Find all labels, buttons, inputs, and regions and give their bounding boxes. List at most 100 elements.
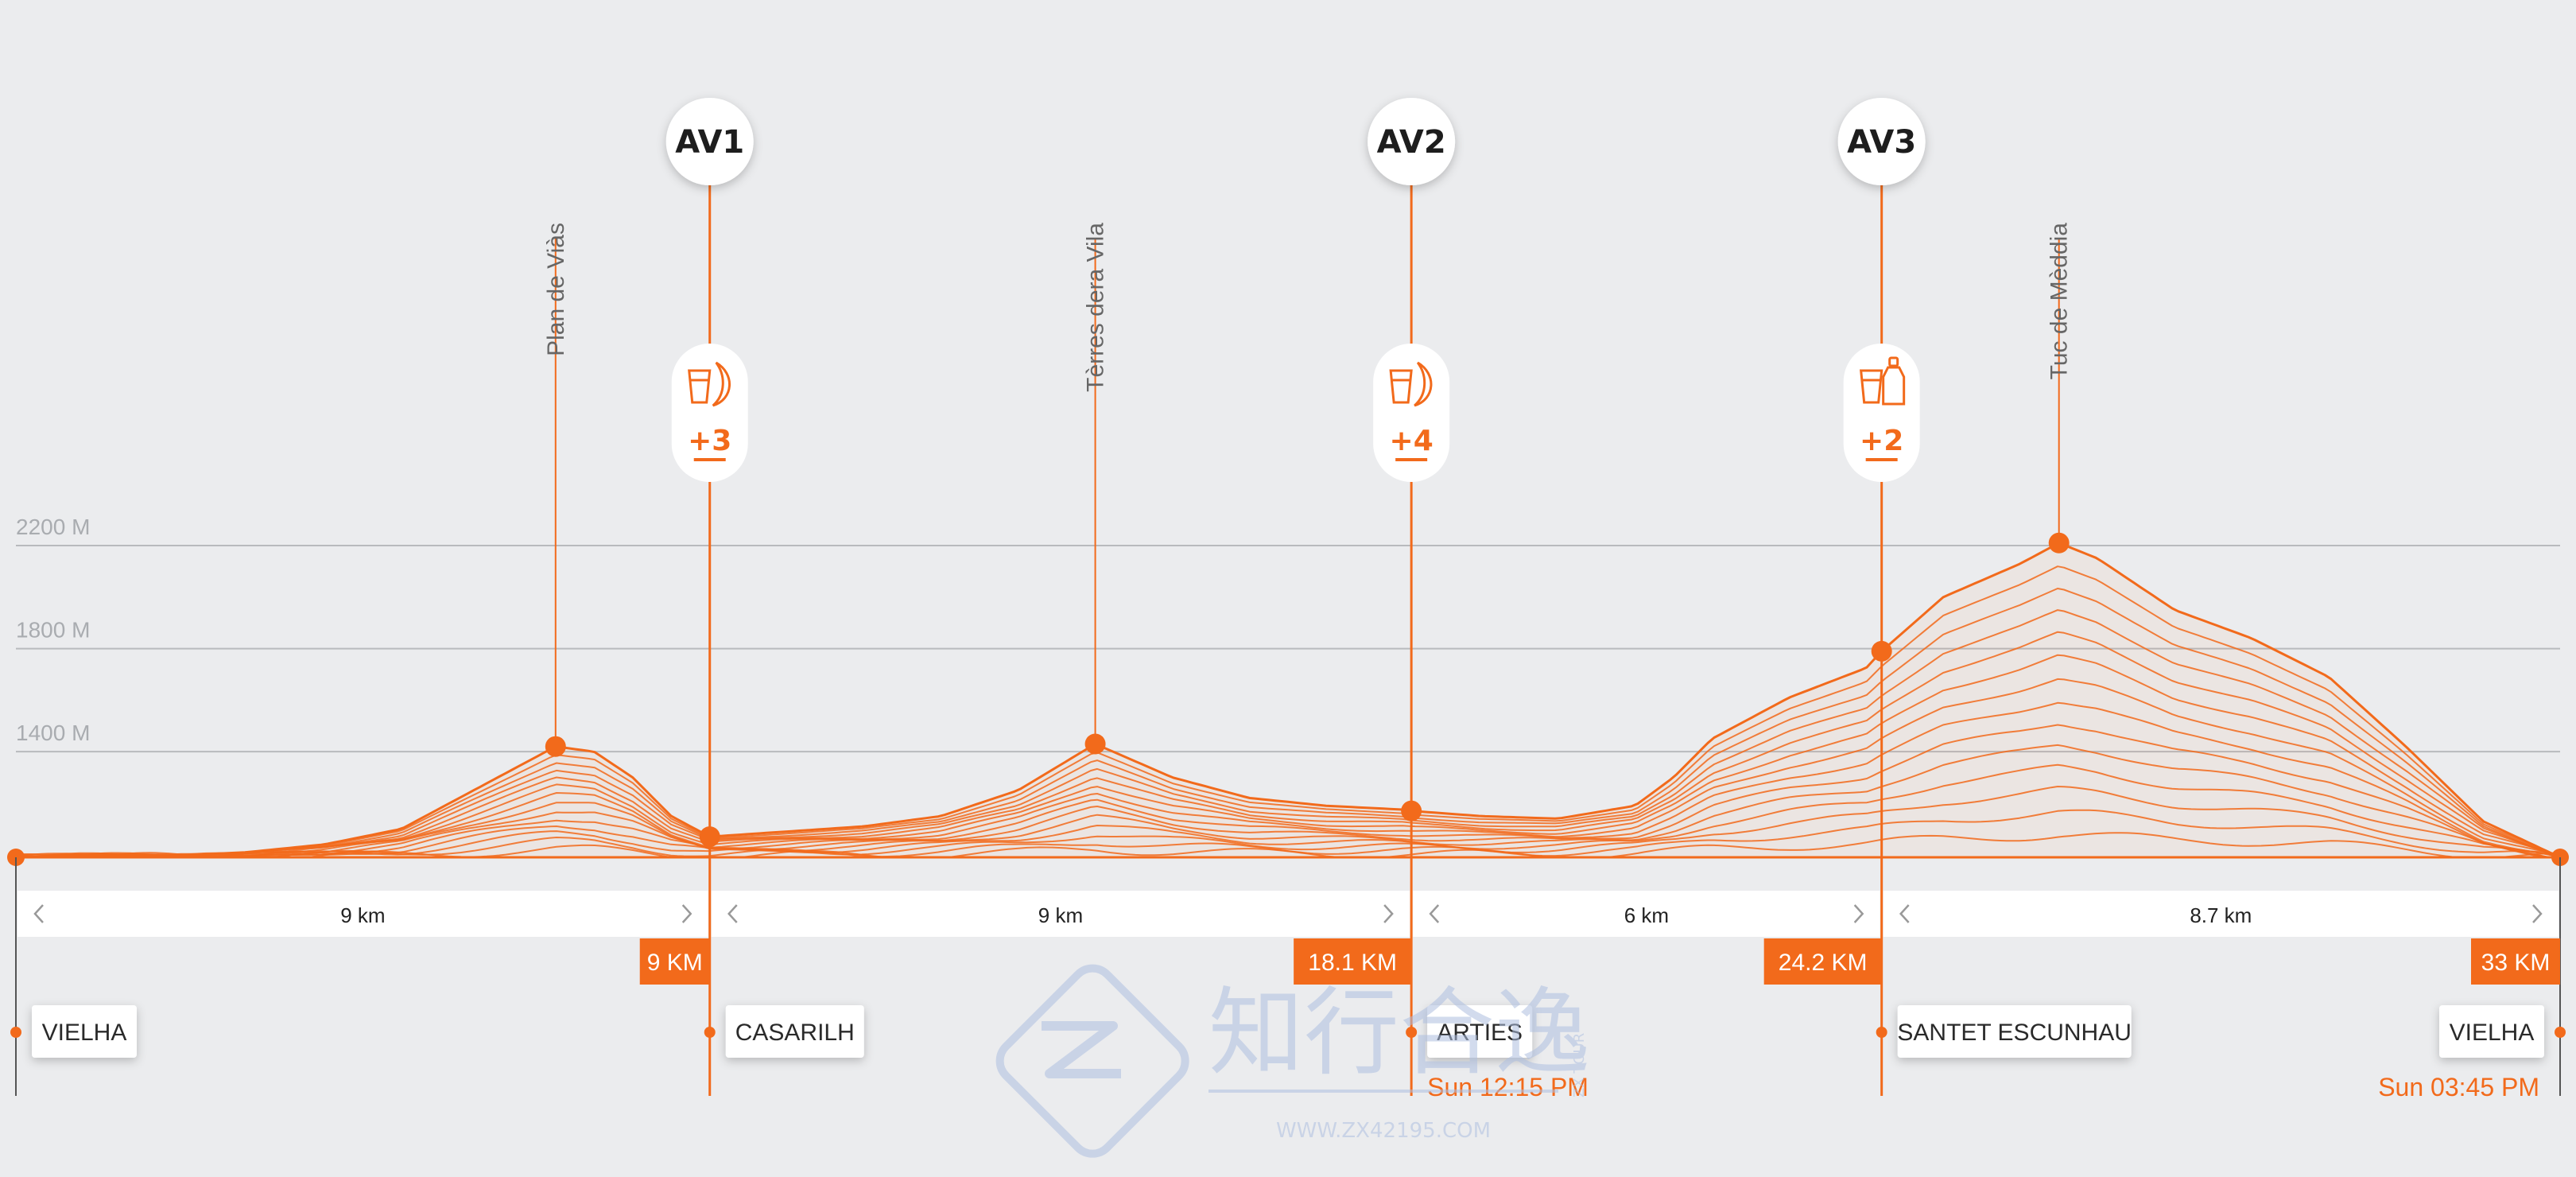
banana-icon (1414, 361, 1433, 407)
segment-bg (1413, 891, 1880, 937)
peak-label: Tuc de Mèddia (2046, 223, 2073, 380)
segment[interactable]: 6 km (1413, 891, 1880, 937)
location-marker (1406, 1027, 1418, 1038)
location-time: Sun 12:15 PM (1427, 1073, 1589, 1101)
aid-station-point (699, 826, 720, 848)
segment-bg (1883, 891, 2559, 937)
y-tick-label: 2200 M (16, 515, 90, 539)
supply-count: +4 (1390, 425, 1433, 457)
chevron-left-icon[interactable] (1899, 904, 1910, 923)
supply-count: +2 (1860, 425, 1903, 457)
supply-pill: +4 (1373, 344, 1450, 482)
segment-distance: 9 km (1038, 903, 1083, 927)
chevron-left-icon[interactable] (33, 904, 44, 923)
cup-icon (1860, 369, 1884, 404)
location-label: VIELHA (42, 1020, 127, 1046)
watermark: 知行合逸 WWW.ZX42195.COM ZX TOUR (995, 964, 1590, 1158)
contour-line (15, 609, 2561, 858)
aid-station-badge[interactable]: AV2 (1368, 98, 1456, 185)
contour-line (15, 565, 2561, 858)
cup-icon (1389, 369, 1413, 404)
chevron-left-icon[interactable] (727, 904, 738, 923)
peak-point (1084, 733, 1106, 755)
contour-line (15, 744, 2560, 858)
segment-distance: 6 km (1624, 903, 1669, 927)
location-marker (704, 1027, 716, 1038)
y-tick-label: 1800 M (16, 618, 90, 643)
location-label: VIELHA (2450, 1020, 2535, 1046)
aid-station-badge[interactable]: AV3 (1837, 98, 1926, 185)
aid-station-badge[interactable]: AV1 (665, 98, 754, 185)
contour-line (16, 809, 2561, 858)
chevron-right-icon[interactable] (1853, 904, 1864, 923)
location-label: CASARILH (735, 1020, 855, 1046)
segment[interactable]: 9 km (17, 891, 708, 937)
chevron-right-icon[interactable] (2532, 904, 2543, 923)
chevron-right-icon[interactable] (1383, 904, 1394, 923)
watermark-tag: ZX TOUR (1571, 1033, 1588, 1097)
series-line (15, 542, 2561, 859)
location-tag[interactable]: SANTET ESCUNHAU (1897, 1005, 2132, 1058)
distance-badge: 24.2 KM (1763, 938, 1882, 985)
location-tag-bg (1427, 1005, 1533, 1058)
distance-badge-label: 24.2 KM (1779, 950, 1868, 976)
contour-line (16, 701, 2561, 858)
aid-station-label: AV2 (1377, 124, 1446, 161)
location-time: Sun 03:45 PM (2378, 1073, 2539, 1101)
location-label: SANTET ESCUNHAU (1897, 1020, 2132, 1046)
supply-underline (693, 458, 726, 461)
segment[interactable]: 9 km (711, 891, 1410, 937)
distance-badge: 33 KM (2471, 938, 2560, 985)
profile-area (16, 543, 2560, 857)
contour-line (15, 763, 2560, 858)
distance-badge: 9 KM (639, 938, 710, 985)
location-tag-bg (1897, 1005, 2132, 1058)
location-marker (2555, 1027, 2566, 1038)
contour-line (16, 654, 2561, 858)
location-tag-bg (725, 1005, 864, 1058)
contour-line (15, 588, 2561, 858)
location-tag[interactable]: VIELHA (32, 1005, 137, 1058)
banana-icon (712, 361, 731, 407)
aid-station-circle (1837, 98, 1926, 185)
supply-pill: +3 (671, 344, 748, 482)
supply-underline (1395, 458, 1428, 461)
peak-point (2048, 532, 2070, 554)
supply-count: +3 (688, 425, 731, 457)
distance-badge-bg (1763, 938, 1882, 985)
location-tag[interactable]: CASARILH (725, 1005, 864, 1058)
watermark-logo-icon (995, 964, 1189, 1158)
segment-distance: 8.7 km (2190, 903, 2252, 927)
contour-line (16, 678, 2561, 858)
distance-badge-label: 18.1 KM (1308, 950, 1397, 976)
chevron-left-icon[interactable] (1429, 904, 1440, 923)
distance-badge-bg (2471, 938, 2560, 985)
distance-badge: 18.1 KM (1294, 938, 1412, 985)
location-tag-bg (32, 1005, 137, 1058)
peak-label: Tèrres dera Vila (1083, 223, 1109, 392)
watermark-site: WWW.ZX42195.COM (1276, 1119, 1491, 1143)
watermark-mark-icon (1042, 1021, 1121, 1078)
segment-bg (711, 891, 1410, 937)
contour-line (15, 724, 2560, 858)
bottle-icon (1882, 356, 1906, 406)
watermark-brand: 知行合逸 (1208, 978, 1590, 1089)
supply-underline (1865, 458, 1898, 461)
supply-pill: +2 (1843, 344, 1920, 482)
cup-icon (688, 369, 712, 404)
aid-station-label: AV1 (675, 124, 744, 161)
contour-line (16, 786, 2561, 858)
segment-distance: 9 km (340, 903, 385, 927)
peak-point (545, 736, 566, 757)
y-tick-label: 1400 M (16, 721, 90, 745)
chevron-right-icon[interactable] (681, 904, 692, 923)
aid-station-label: AV3 (1847, 124, 1916, 161)
aid-station-circle (1368, 98, 1456, 185)
aid-station-circle (665, 98, 754, 185)
location-tag[interactable]: VIELHA (2439, 1005, 2544, 1058)
segment[interactable]: 8.7 km (1883, 891, 2559, 937)
location-tag[interactable]: ARTIES (1427, 1005, 1533, 1058)
location-label: ARTIES (1437, 1020, 1523, 1046)
contour-line (16, 631, 2561, 858)
